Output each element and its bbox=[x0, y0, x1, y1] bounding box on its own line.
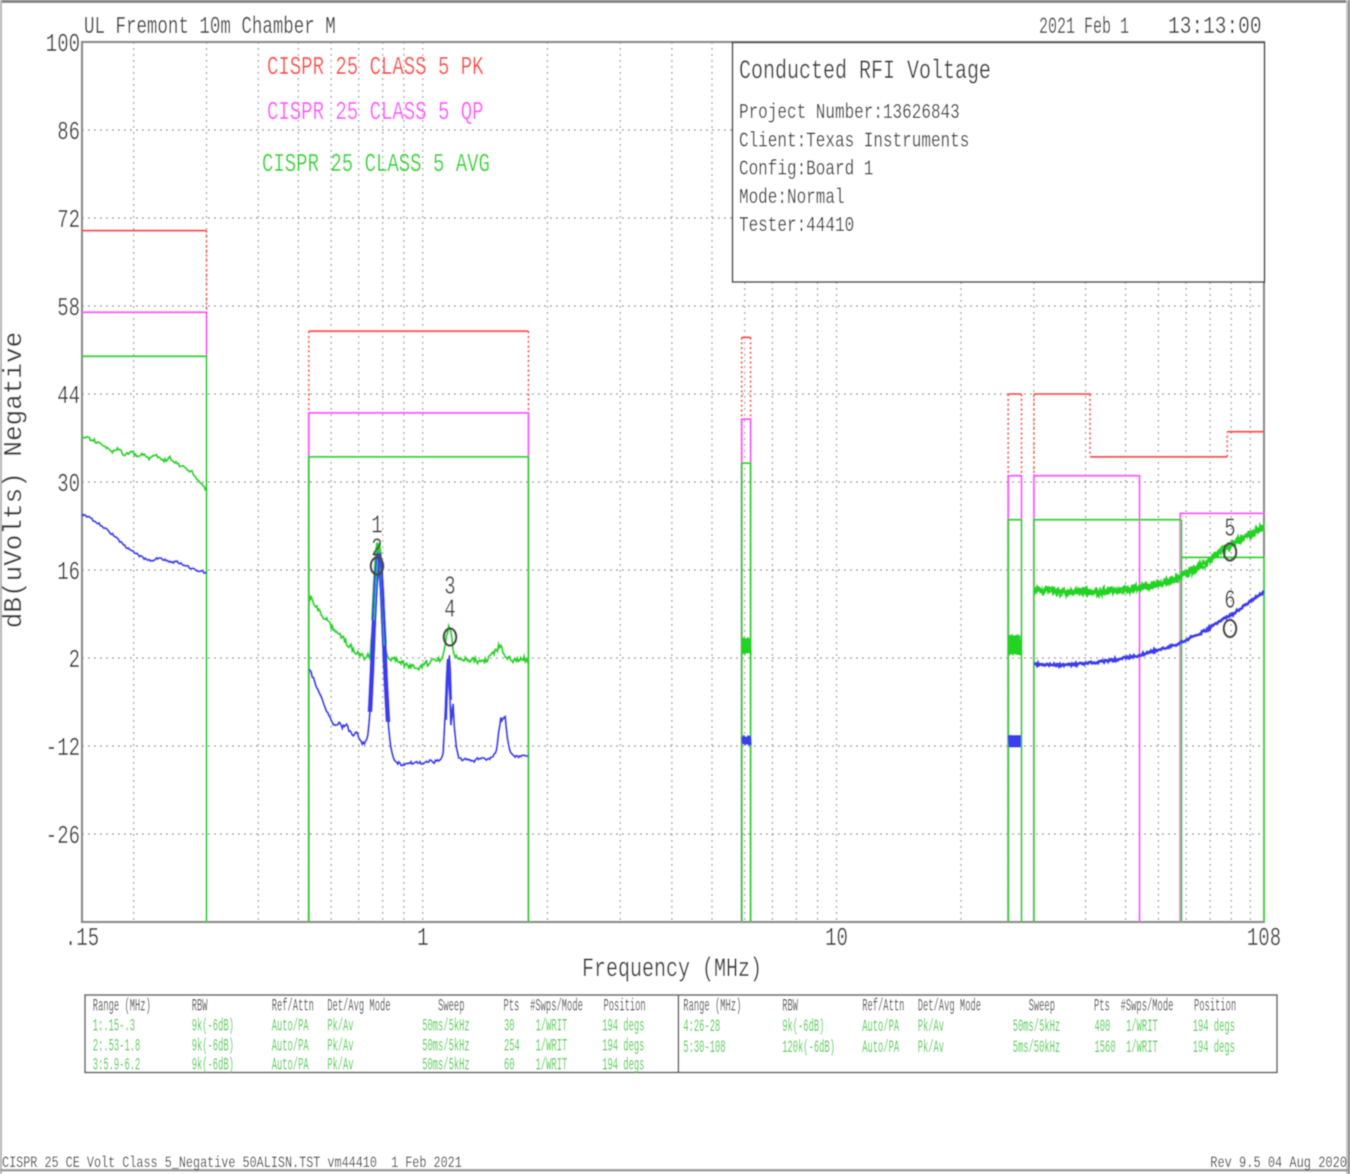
svg-text:Position: Position bbox=[1194, 997, 1236, 1017]
svg-text:194 degs: 194 degs bbox=[602, 1056, 644, 1076]
svg-text:120k(-6dB): 120k(-6dB) bbox=[782, 1038, 835, 1058]
svg-text:Pk/Av: Pk/Av bbox=[327, 1056, 353, 1076]
svg-text:1/WRIT: 1/WRIT bbox=[536, 1056, 568, 1076]
svg-text:Ref/Attn: Ref/Attn bbox=[862, 997, 904, 1017]
svg-text:6: 6 bbox=[1224, 586, 1235, 616]
svg-text:Pk/Av: Pk/Av bbox=[918, 1017, 944, 1037]
svg-text:CISPR 25 CLASS 5 QP: CISPR 25 CLASS 5 QP bbox=[267, 97, 484, 127]
svg-text:9k(-6dB): 9k(-6dB) bbox=[192, 1056, 234, 1076]
svg-text:Pts: Pts bbox=[1094, 997, 1110, 1017]
svg-text:Pk/Av: Pk/Av bbox=[327, 1017, 353, 1037]
svg-text:-26: -26 bbox=[46, 821, 80, 851]
svg-text:Config:Board 1: Config:Board 1 bbox=[739, 156, 873, 181]
svg-text:50ms/5kHz: 50ms/5kHz bbox=[422, 1017, 470, 1037]
svg-text:2: 2 bbox=[371, 534, 382, 564]
svg-text:1: 1 bbox=[417, 923, 428, 953]
svg-text:#Swps/Mode: #Swps/Mode bbox=[530, 997, 583, 1017]
svg-text:4: 4 bbox=[444, 595, 455, 625]
svg-text:Frequency (MHz): Frequency (MHz) bbox=[582, 954, 762, 985]
svg-text:Tester:44410: Tester:44410 bbox=[739, 213, 854, 238]
svg-text:Pts: Pts bbox=[504, 997, 520, 1017]
svg-text:Det/Avg Mode: Det/Avg Mode bbox=[327, 997, 390, 1017]
svg-text:3: 3 bbox=[444, 572, 455, 602]
svg-text:Sweep: Sweep bbox=[438, 997, 464, 1017]
svg-text:Position: Position bbox=[604, 997, 646, 1017]
svg-text:Pk/Av: Pk/Av bbox=[327, 1037, 353, 1057]
svg-text:Ref/Attn: Ref/Attn bbox=[272, 997, 314, 1017]
svg-text:194 degs: 194 degs bbox=[602, 1037, 644, 1057]
svg-text:Conducted RFI Voltage: Conducted RFI Voltage bbox=[739, 56, 991, 87]
svg-text:RBW: RBW bbox=[192, 997, 208, 1017]
svg-text:-12: -12 bbox=[46, 733, 80, 763]
svg-text:1560: 1560 bbox=[1095, 1038, 1116, 1058]
svg-text:Det/Avg Mode: Det/Avg Mode bbox=[918, 997, 981, 1017]
svg-text:Auto/PA: Auto/PA bbox=[272, 1037, 309, 1057]
svg-text:UL Fremont 10m Chamber M: UL Fremont 10m Chamber M bbox=[84, 13, 336, 41]
svg-text:1:.15-.3: 1:.15-.3 bbox=[93, 1017, 135, 1037]
svg-text:16: 16 bbox=[57, 557, 80, 587]
svg-text:10: 10 bbox=[825, 923, 848, 953]
svg-text:RBW: RBW bbox=[782, 997, 798, 1017]
svg-text:50ms/5kHz: 50ms/5kHz bbox=[422, 1037, 470, 1057]
svg-text:3:5.9-6.2: 3:5.9-6.2 bbox=[93, 1056, 141, 1076]
svg-text:4:26-28: 4:26-28 bbox=[683, 1017, 720, 1037]
svg-text:Auto/PA: Auto/PA bbox=[862, 1038, 899, 1058]
svg-text:dB(uVolts) Negative: dB(uVolts) Negative bbox=[0, 332, 29, 628]
svg-text:Pk/Av: Pk/Av bbox=[918, 1038, 944, 1058]
svg-text:Project Number:13626843: Project Number:13626843 bbox=[739, 100, 960, 125]
svg-text:1/WRIT: 1/WRIT bbox=[536, 1017, 568, 1037]
svg-text:30: 30 bbox=[504, 1017, 515, 1037]
svg-text:60: 60 bbox=[504, 1056, 515, 1076]
svg-text:254: 254 bbox=[504, 1037, 520, 1057]
svg-text:2021 Feb 1: 2021 Feb 1 bbox=[1039, 14, 1129, 40]
svg-text:.15: .15 bbox=[65, 923, 99, 953]
svg-text:194 degs: 194 degs bbox=[1193, 1017, 1235, 1037]
svg-text:5: 5 bbox=[1224, 514, 1235, 544]
svg-text:Sweep: Sweep bbox=[1029, 997, 1055, 1017]
svg-text:1/WRIT: 1/WRIT bbox=[1126, 1038, 1158, 1058]
svg-text:108: 108 bbox=[1247, 923, 1281, 953]
svg-text:CISPR 25 CE Volt Class 5_Negat: CISPR 25 CE Volt Class 5_Negative 50ALIS… bbox=[2, 1156, 462, 1173]
svg-text:CISPR 25 CLASS 5 PK: CISPR 25 CLASS 5 PK bbox=[267, 52, 484, 82]
svg-text:86: 86 bbox=[57, 117, 80, 147]
svg-text:2:.53-1.8: 2:.53-1.8 bbox=[93, 1037, 141, 1057]
svg-text:Rev 9.5 04 Aug 2020: Rev 9.5 04 Aug 2020 bbox=[1210, 1155, 1347, 1173]
svg-text:CISPR 25 CLASS 5 AVG: CISPR 25 CLASS 5 AVG bbox=[262, 149, 490, 179]
svg-text:Mode:Normal: Mode:Normal bbox=[739, 185, 845, 210]
svg-text:9k(-6dB): 9k(-6dB) bbox=[782, 1017, 824, 1037]
svg-text:400: 400 bbox=[1095, 1017, 1111, 1037]
svg-text:1: 1 bbox=[371, 511, 382, 541]
svg-text:72: 72 bbox=[57, 205, 80, 235]
svg-text:5:30-108: 5:30-108 bbox=[683, 1038, 725, 1058]
svg-text:Range (MHz): Range (MHz) bbox=[683, 997, 741, 1017]
svg-text:5ms/50kHz: 5ms/50kHz bbox=[1013, 1038, 1061, 1058]
svg-text:Range (MHz): Range (MHz) bbox=[93, 997, 151, 1017]
svg-text:1/WRIT: 1/WRIT bbox=[1126, 1017, 1158, 1037]
svg-text:194 degs: 194 degs bbox=[1193, 1038, 1235, 1058]
svg-text:30: 30 bbox=[57, 469, 80, 499]
svg-text:44: 44 bbox=[57, 381, 80, 411]
svg-text:58: 58 bbox=[57, 293, 80, 323]
svg-text:13:13:00: 13:13:00 bbox=[1168, 13, 1262, 41]
svg-text:Client:Texas Instruments: Client:Texas Instruments bbox=[739, 128, 969, 153]
svg-text:2: 2 bbox=[69, 645, 80, 675]
svg-text:50ms/5kHz: 50ms/5kHz bbox=[1013, 1017, 1061, 1037]
svg-text:9k(-6dB): 9k(-6dB) bbox=[192, 1017, 234, 1037]
svg-text:Auto/PA: Auto/PA bbox=[272, 1017, 309, 1037]
svg-text:100: 100 bbox=[46, 29, 80, 59]
svg-text:9k(-6dB): 9k(-6dB) bbox=[192, 1037, 234, 1057]
svg-text:Auto/PA: Auto/PA bbox=[272, 1056, 309, 1076]
svg-text:#Swps/Mode: #Swps/Mode bbox=[1121, 997, 1174, 1017]
svg-text:194 degs: 194 degs bbox=[602, 1017, 644, 1037]
svg-text:Auto/PA: Auto/PA bbox=[862, 1017, 899, 1037]
svg-text:50ms/5kHz: 50ms/5kHz bbox=[422, 1056, 470, 1076]
svg-text:1/WRIT: 1/WRIT bbox=[536, 1037, 568, 1057]
